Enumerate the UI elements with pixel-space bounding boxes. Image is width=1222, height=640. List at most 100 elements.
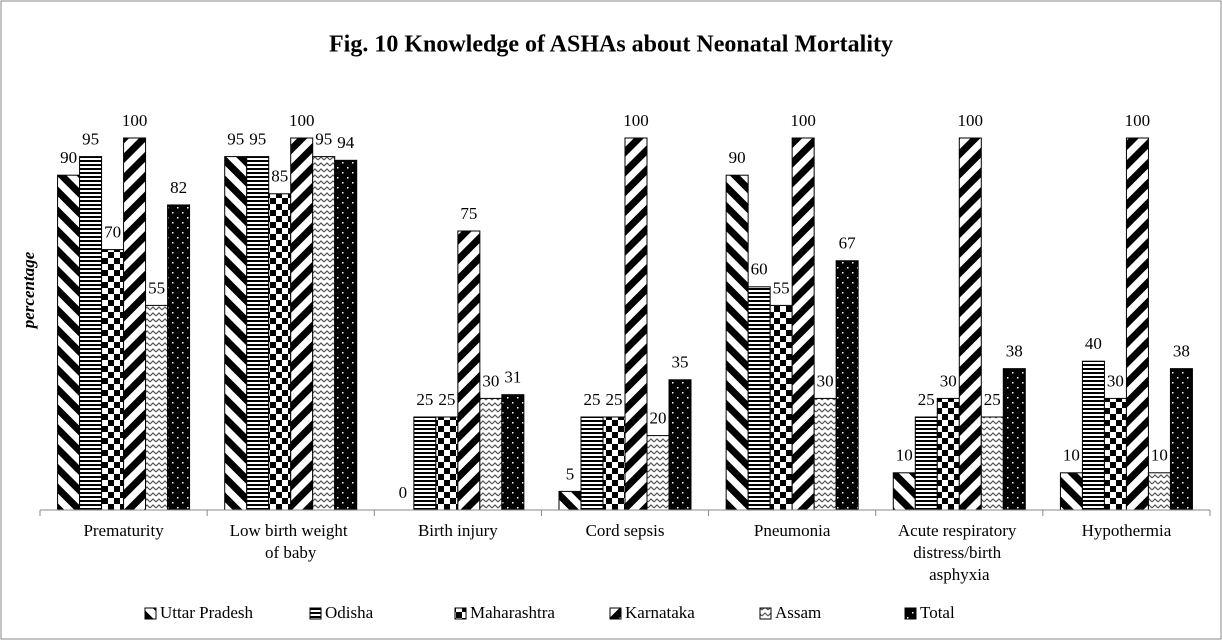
bar [646, 435, 670, 511]
data-label: 30 [940, 371, 957, 390]
data-label: 100 [289, 111, 315, 130]
legend-swatch [759, 607, 772, 620]
x-tick-label: Birth injury [418, 521, 498, 540]
data-label: 25 [918, 390, 935, 409]
data-label: 10 [1151, 446, 1168, 465]
legend-label: Odisha [325, 603, 374, 622]
data-label: 82 [170, 178, 187, 197]
bar [312, 156, 336, 511]
legend-label: Karnataka [625, 603, 695, 622]
bar [479, 397, 503, 511]
data-label: 60 [751, 260, 768, 279]
bar [457, 230, 481, 511]
bar [145, 304, 169, 511]
legend-swatch [454, 607, 467, 620]
bar [1169, 368, 1193, 511]
data-label: 95 [227, 130, 244, 149]
data-label: 10 [896, 446, 913, 465]
data-label: 100 [958, 111, 984, 130]
bar [725, 174, 749, 511]
bar [268, 193, 292, 511]
legend-label: Assam [775, 603, 821, 622]
bar [1059, 472, 1083, 511]
x-tick-label: Hypothermia [1082, 521, 1172, 540]
bar [501, 394, 525, 511]
data-label: 90 [729, 148, 746, 167]
bar [57, 174, 81, 511]
data-label: 95 [82, 130, 99, 149]
bar [769, 304, 793, 511]
bar [813, 397, 837, 511]
data-label: 55 [773, 278, 790, 297]
data-label: 31 [504, 368, 521, 387]
data-label: 30 [817, 371, 834, 390]
data-label: 25 [438, 390, 455, 409]
bar [290, 137, 314, 511]
data-label: 100 [122, 111, 148, 130]
bar [1103, 397, 1127, 511]
data-label: 35 [672, 353, 689, 372]
bar [624, 137, 648, 511]
bar [558, 490, 582, 511]
data-label: 94 [337, 133, 355, 152]
data-label: 55 [148, 278, 165, 297]
x-tick-label: Pneumonia [754, 521, 831, 540]
bar [580, 416, 604, 511]
data-label: 100 [1125, 111, 1151, 130]
data-label: 25 [584, 390, 601, 409]
data-label: 20 [650, 409, 667, 428]
bar [958, 137, 982, 511]
legend-label: Maharashtra [470, 603, 555, 622]
chart-title: Fig. 10 Knowledge of ASHAs about Neonata… [329, 32, 893, 58]
bar [79, 156, 103, 511]
data-label: 5 [566, 464, 575, 483]
legend-swatch [309, 607, 322, 620]
data-label: 25 [984, 390, 1001, 409]
bar [167, 204, 191, 511]
data-label: 67 [839, 234, 857, 253]
data-label: 40 [1085, 334, 1102, 353]
bar [914, 416, 938, 511]
y-axis-label: percentage [19, 251, 38, 330]
data-label: 38 [1006, 342, 1023, 361]
bar [980, 416, 1004, 511]
bar [1125, 137, 1149, 511]
x-tick-label: Prematurity [83, 521, 164, 540]
bar [668, 379, 692, 511]
data-label: 90 [60, 148, 77, 167]
legend-swatch [904, 607, 917, 620]
legend-swatch [609, 607, 622, 620]
bar [435, 416, 459, 511]
data-label: 10 [1063, 446, 1080, 465]
data-label: 95 [249, 130, 266, 149]
bar [835, 260, 859, 511]
legend-label: Uttar Pradesh [160, 603, 254, 622]
data-label: 100 [790, 111, 816, 130]
bar [101, 249, 125, 511]
legend-label: Total [920, 603, 955, 622]
data-label: 25 [416, 390, 433, 409]
bar [1081, 360, 1105, 511]
bar [413, 416, 437, 511]
x-tick-label: Low birth weight of baby [230, 521, 352, 562]
bar [747, 286, 771, 511]
data-label: 95 [315, 130, 332, 149]
bar [1002, 368, 1026, 511]
legend-swatch [144, 607, 157, 620]
data-label: 70 [104, 223, 121, 242]
data-label: 0 [399, 483, 408, 502]
bar [224, 156, 248, 511]
data-label: 85 [271, 167, 288, 186]
x-tick-label: Cord sepsis [586, 521, 665, 540]
data-label: 100 [623, 111, 649, 130]
data-label: 25 [606, 390, 623, 409]
bar [892, 472, 916, 511]
data-label: 30 [1107, 371, 1124, 390]
data-label: 75 [460, 204, 477, 223]
bar [123, 137, 147, 511]
bar [334, 159, 358, 511]
bar [246, 156, 270, 511]
bar [602, 416, 626, 511]
